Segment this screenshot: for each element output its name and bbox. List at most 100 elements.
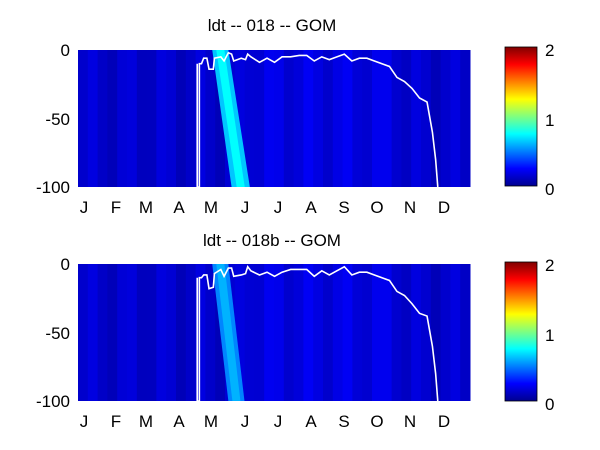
- x-tick-label: J: [274, 412, 283, 431]
- x-tick-label: N: [404, 198, 416, 217]
- heatmap-cell: [352, 264, 363, 401]
- heatmap-cell: [421, 264, 432, 401]
- heatmap-cell: [323, 264, 334, 401]
- heatmap-cell: [107, 50, 118, 187]
- heatmap-cell: [303, 50, 314, 187]
- heatmap-cell: [185, 264, 197, 401]
- heatmap-cell: [156, 50, 167, 187]
- heatmap-cell: [117, 50, 128, 187]
- heatmap-cell: [234, 50, 246, 187]
- heatmap-cell: [274, 264, 285, 401]
- heatmap-cell: [166, 264, 177, 401]
- x-tick-label: O: [370, 198, 383, 217]
- x-tick-label: J: [80, 412, 89, 431]
- x-tick-label: D: [438, 198, 450, 217]
- heatmap-cell: [127, 50, 138, 187]
- heatmap-cell: [87, 264, 99, 401]
- x-tick-label: M: [139, 412, 153, 431]
- colorbar-tick-label: 2: [545, 256, 554, 275]
- heatmap-cell: [411, 264, 422, 401]
- heatmap-cell: [283, 264, 295, 401]
- x-tick-label: J: [241, 198, 250, 217]
- heatmap-cell: [332, 50, 344, 187]
- bloom-band-core: [216, 264, 241, 401]
- heatmap-cell: [136, 264, 148, 401]
- heatmap-cell: [381, 264, 393, 401]
- chart-title: ldt -- 018b -- GOM: [203, 231, 341, 250]
- x-tick-label: J: [80, 198, 89, 217]
- contour-line: [196, 265, 439, 402]
- colorbar: 2 1 0: [504, 41, 554, 199]
- heatmap-cell: [185, 50, 197, 187]
- heatmap-cell: [323, 50, 334, 187]
- heatmap-cell: [234, 264, 246, 401]
- heatmap-cell: [411, 50, 422, 187]
- contour-line: [196, 51, 439, 188]
- heatmap-cell: [342, 50, 353, 187]
- colorbar-tick-label: 2: [545, 41, 554, 60]
- heatmap-cell: [401, 50, 412, 187]
- heatmap-cell: [342, 264, 353, 401]
- x-tick-label: M: [204, 198, 218, 217]
- colorbar: 2 1 0: [504, 256, 554, 414]
- bloom-band-core: [216, 50, 245, 187]
- heatmap-cell: [421, 50, 432, 187]
- heatmap-cell: [430, 264, 442, 401]
- heatmap-cell: [440, 50, 451, 187]
- colorbar-tick-label: 1: [545, 326, 554, 345]
- heatmap-cell: [215, 50, 226, 187]
- heatmap-cell: [283, 50, 295, 187]
- heatmap-cell: [107, 264, 118, 401]
- y-tick-label: -100: [36, 178, 70, 197]
- colorbar-tick-label: 1: [545, 111, 554, 130]
- heatmap-cell: [440, 264, 451, 401]
- heatmap-cell: [332, 264, 344, 401]
- heatmap-cell: [176, 50, 187, 187]
- heatmap-cell: [136, 50, 148, 187]
- heatmap-cell: [450, 264, 461, 401]
- x-tick-label: S: [338, 198, 349, 217]
- y-tick-label: -100: [36, 392, 70, 411]
- heatmap-cell: [78, 264, 89, 401]
- x-tick-label: A: [305, 412, 317, 431]
- heatmap-cells: [78, 50, 471, 187]
- heatmap-cell: [254, 50, 265, 187]
- heatmap-cell: [254, 264, 265, 401]
- y-axis: 0 -50 -100: [36, 255, 70, 411]
- chart-panel-1: ldt -- 018 -- GOM 0 -50 -100 J F M A M J…: [36, 16, 555, 217]
- x-tick-label: D: [438, 412, 450, 431]
- heatmap-cell: [195, 264, 206, 401]
- x-tick-label: M: [139, 198, 153, 217]
- heatmap-cell: [176, 264, 187, 401]
- x-axis: J F M A M J J A S O N D: [80, 412, 450, 431]
- colorbar-gradient: [504, 261, 538, 402]
- heatmap-cell: [303, 264, 314, 401]
- heatmap-cell: [313, 50, 324, 187]
- heatmap-cell: [244, 264, 255, 401]
- heatmap-cell: [264, 50, 275, 187]
- heatmap-cell: [146, 50, 157, 187]
- x-tick-label: A: [305, 198, 317, 217]
- heatmap-cell: [352, 50, 363, 187]
- x-tick-label: J: [274, 198, 283, 217]
- heatmap-cell: [313, 264, 324, 401]
- heatmap-cell: [244, 50, 255, 187]
- y-tick-label: -50: [45, 324, 70, 343]
- colorbar-tick-label: 0: [545, 180, 554, 199]
- heatmap-cell: [87, 50, 99, 187]
- heatmap-cell: [146, 264, 157, 401]
- heatmap-cell: [460, 50, 471, 187]
- x-tick-label: F: [111, 198, 121, 217]
- heatmap-cell: [362, 264, 373, 401]
- heatmap-cell: [78, 50, 89, 187]
- heatmap-cell: [293, 50, 304, 187]
- chart-panel-2: ldt -- 018b -- GOM 0 -50 -100 J F M A M …: [36, 231, 555, 431]
- y-tick-label: -50: [45, 110, 70, 129]
- heatmap-area: [78, 264, 471, 402]
- x-tick-label: M: [204, 412, 218, 431]
- heatmap-cell: [205, 264, 216, 401]
- heatmap-cell: [97, 50, 108, 187]
- heatmap-cell: [391, 264, 402, 401]
- heatmap-cell: [293, 264, 304, 401]
